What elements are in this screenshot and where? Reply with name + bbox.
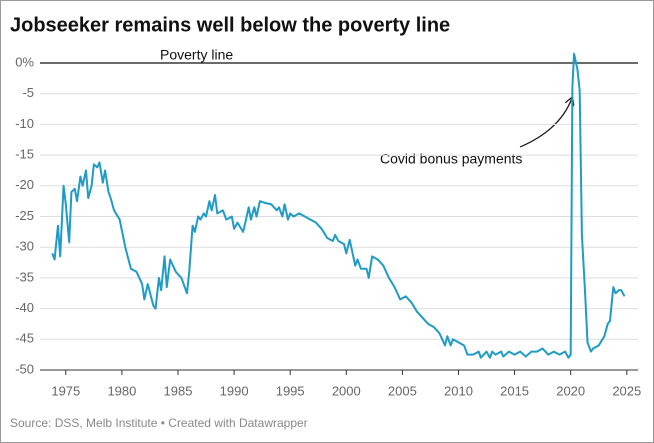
y-tick-label: -30 [15,239,34,254]
x-tick-label: 2015 [500,383,529,398]
annotation: Covid bonus payments [380,151,522,167]
x-tick-label: 1995 [276,383,305,398]
x-tick-label: 2000 [332,383,361,398]
x-tick-label: 1975 [51,383,80,398]
y-tick-label: -20 [15,177,34,192]
annotation-arrow [519,98,572,148]
y-tick-label: -5 [22,85,34,100]
y-tick-label: -50 [15,361,34,376]
x-tick-label: 1990 [220,383,249,398]
y-tick-label: 0% [15,54,34,69]
x-tick-label: 1980 [107,383,136,398]
chart-title: Jobseeker remains well below the poverty… [10,14,450,36]
line [51,52,626,359]
annotation: Poverty line [160,47,233,63]
x-tick-label: 2020 [556,383,585,398]
y-tick-label: -25 [15,208,34,223]
x-tick-label: 2005 [388,383,417,398]
y-tick-label: -40 [15,300,34,315]
y-tick-label: -35 [15,269,34,284]
x-tick-label: 2025 [612,383,641,398]
y-tick-label: -45 [15,331,34,346]
source: Source: DSS, Melb Institute • Created wi… [10,416,308,430]
x-tick-label: 2010 [444,383,473,398]
x-tick-label: 1985 [164,383,193,398]
y-tick-label: -15 [15,147,34,162]
y-tick-label: -10 [15,116,34,131]
